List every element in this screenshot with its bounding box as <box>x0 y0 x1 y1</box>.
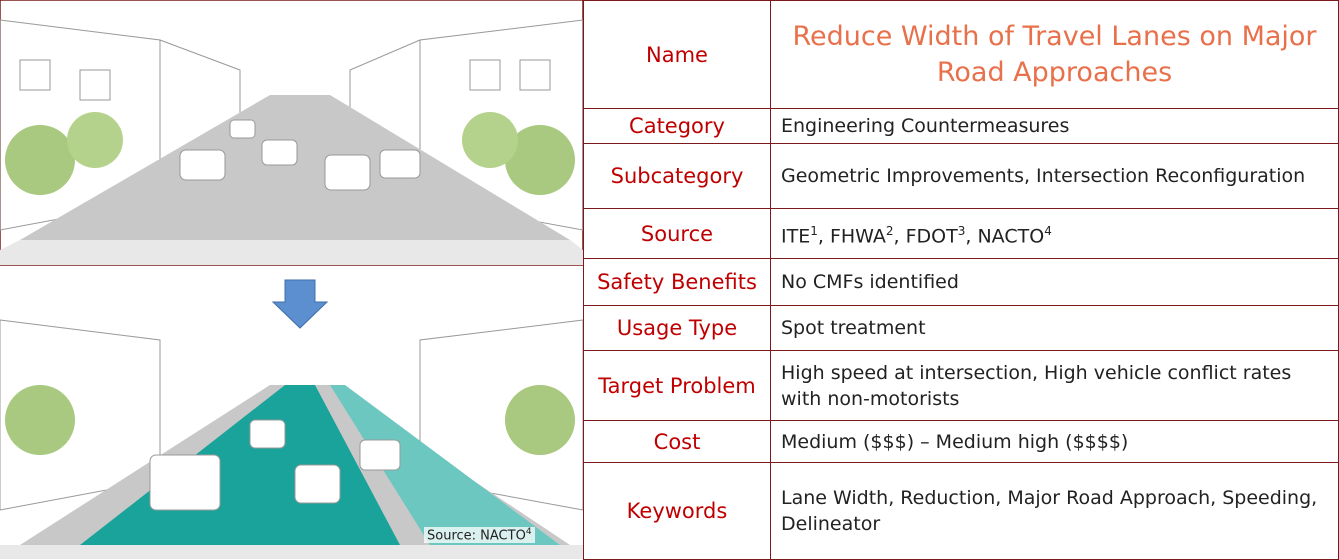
image-caption: Source: NACTO4 <box>424 527 535 544</box>
row-label: Source <box>583 208 771 259</box>
source-name: , NACTO <box>965 225 1045 248</box>
table-row: Cost Medium ($$$) – Medium high ($$$$) <box>583 420 1339 463</box>
row-label: Category <box>583 108 771 144</box>
source-ref: 3 <box>957 223 966 238</box>
table-row: Name Reduce Width of Travel Lanes on Majo… <box>583 0 1339 109</box>
row-value: Geometric Improvements, Intersection Rec… <box>770 143 1339 209</box>
illustrations <box>0 0 583 559</box>
top-image <box>0 19 583 265</box>
arrow <box>271 279 329 329</box>
table-row: Usage Type Spot treatment <box>583 305 1339 351</box>
row-value: Medium ($$$) – Medium high ($$$$) <box>770 420 1339 463</box>
row-label: Name <box>583 0 771 109</box>
countermeasure-table: Name Reduce Width of Travel Lanes on Majo… <box>583 0 1339 560</box>
row-label: Subcategory <box>583 143 771 209</box>
table-row: Source ITE1, FHWA2, FDOT3, NACTO4 <box>583 208 1339 259</box>
source-ref: 4 <box>1044 223 1052 238</box>
table-row: Keywords Lane Width, Reduction, Major Roa… <box>583 462 1339 560</box>
caption-text: Source: NACTO <box>427 528 526 544</box>
row-value: Spot treatment <box>770 305 1339 351</box>
table-row: Target Problem High speed at intersection… <box>583 350 1339 421</box>
row-label: Safety Benefits <box>583 258 771 306</box>
row-value: Lane Width, Reduction, Major Road Approa… <box>770 462 1339 560</box>
table-row: Subcategory Geometric Improvements, Inter… <box>583 143 1339 209</box>
row-value: No CMFs identified <box>770 258 1339 306</box>
row-label: Keywords <box>583 462 771 560</box>
caption-superscript: 4 <box>525 527 532 537</box>
row-value: Engineering Countermeasures <box>770 108 1339 144</box>
row-value: ITE1, FHWA2, FDOT3, NACTO4 <box>770 208 1339 259</box>
row-label: Cost <box>583 420 771 463</box>
source-name: , FHWA <box>817 225 886 248</box>
row-label: Usage Type <box>583 305 771 351</box>
source-ref: 1 <box>810 223 818 238</box>
source-ref: 2 <box>885 223 894 238</box>
row-value: High speed at intersection, High vehicle… <box>770 350 1339 421</box>
table-row: Category Engineering Countermeasures <box>583 108 1339 144</box>
row-label: Target Problem <box>583 350 771 421</box>
source-name: ITE <box>781 225 811 248</box>
measure-title: Reduce Width of Travel Lanes on Major Ro… <box>770 0 1339 109</box>
bottom-image <box>0 319 583 559</box>
table-row: Safety Benefits No CMFs identified <box>583 258 1339 306</box>
source-name: , FDOT <box>893 225 958 248</box>
